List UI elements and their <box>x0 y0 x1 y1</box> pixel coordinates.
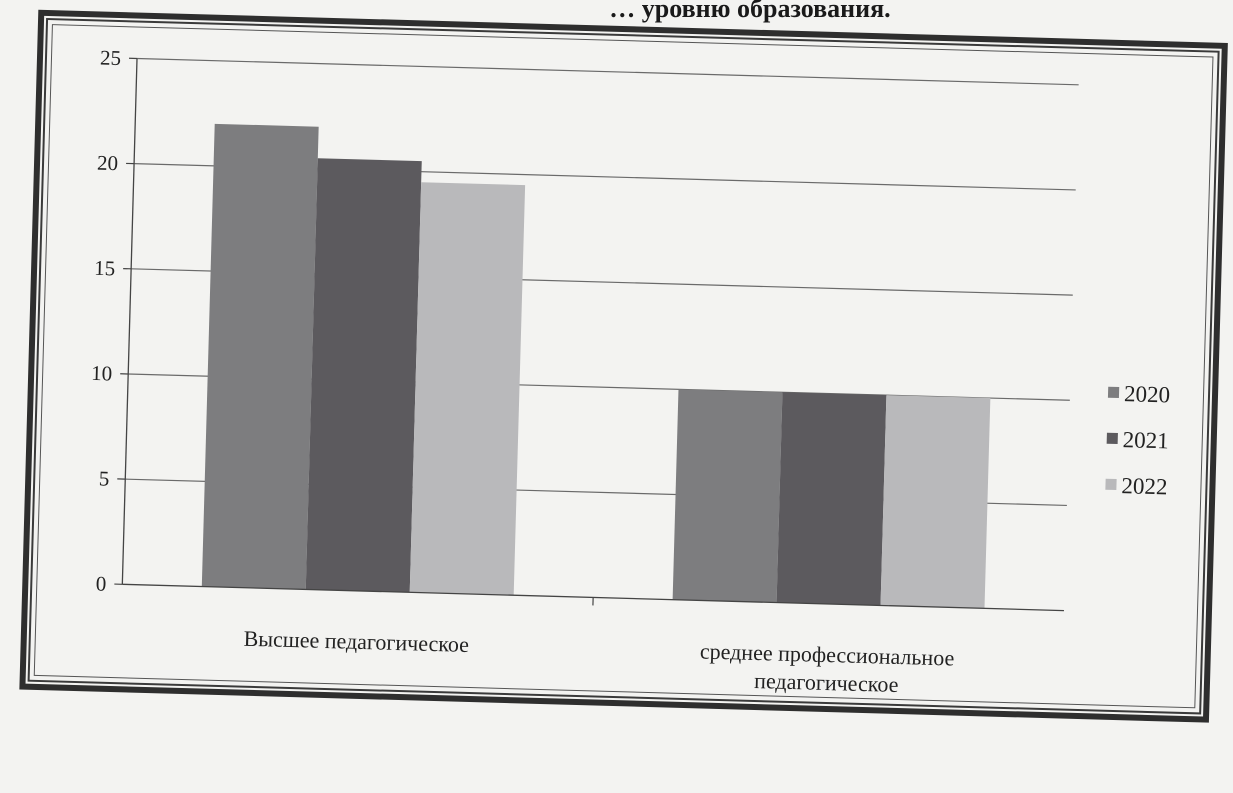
gridline <box>137 58 1079 84</box>
legend-swatch-2021 <box>1107 433 1118 444</box>
y-tick-label: 15 <box>94 256 116 281</box>
y-tick-label: 25 <box>100 45 122 70</box>
bar-2021-cat-1 <box>777 392 887 605</box>
bar-2020-cat-0 <box>202 124 319 590</box>
y-tick-label: 0 <box>96 572 107 596</box>
bar-2021-cat-0 <box>306 158 422 592</box>
legend-label: 2020 <box>1124 381 1171 407</box>
bar-2022-cat-1 <box>881 395 991 608</box>
x-category-label: педагогическое <box>754 668 899 697</box>
x-category-label: Высшее педагогическое <box>243 626 469 657</box>
y-tick-label: 20 <box>97 151 119 176</box>
legend: 2020 2021 2022 <box>1105 381 1170 500</box>
y-axis-line <box>122 58 137 584</box>
bars <box>202 124 998 609</box>
legend-label: 2022 <box>1121 473 1168 499</box>
legend-swatch-2020 <box>1108 387 1119 398</box>
x-axis-categories: Высшее педагогическое среднее профессиона… <box>243 626 955 699</box>
legend-label: 2021 <box>1122 427 1169 453</box>
y-tick-label: 10 <box>91 361 113 386</box>
bar-2020-cat-1 <box>673 389 783 602</box>
legend-swatch-2022 <box>1105 479 1116 490</box>
bar-2022-cat-0 <box>410 182 525 595</box>
y-tick-label: 5 <box>98 466 109 490</box>
x-category-label: среднее профессиональное <box>700 638 955 670</box>
